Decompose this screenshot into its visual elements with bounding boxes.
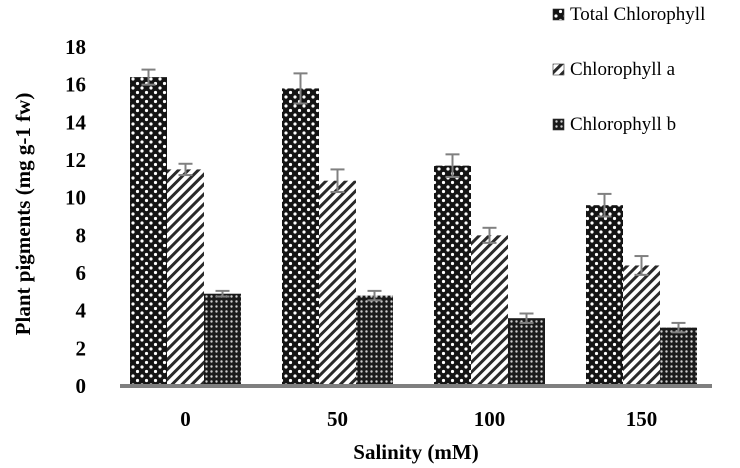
error-bar-total-chlorophyll-150 [597,192,612,218]
x-axis-title: Salinity (mM) [353,440,478,464]
y-tick-label: 16 [65,73,86,97]
error-bar-total-chlorophyll-50 [293,72,308,105]
bar-chlorophyll-a-100 [471,235,508,386]
bar-total-chlorophyll-0 [130,77,167,386]
error-bar-chlorophyll-a-100 [482,226,497,244]
bar-total-chlorophyll-150 [586,205,623,386]
bar-total-chlorophyll-100 [434,165,471,386]
legend-item-chlorophyll-b: Chlorophyll b [552,114,676,135]
error-bar-chlorophyll-b-50 [367,289,382,302]
bar-chlorophyll-a-50 [319,180,356,386]
bar-chlorophyll-a-0 [167,169,204,386]
bar-chlorophyll-b-50 [356,295,393,386]
y-axis-ticks: 0 2 4 6 8 10 12 14 16 18 [65,35,87,398]
y-tick-label: 4 [76,299,87,323]
legend-label: Chlorophyll a [570,59,676,80]
x-tick-label: 100 [474,407,506,431]
bar-chlorophyll-a-150 [623,265,660,386]
error-bar-chlorophyll-a-150 [634,255,649,276]
y-tick-label: 2 [76,336,87,360]
error-bar-chlorophyll-a-0 [178,162,193,177]
legend-label: Total Chlorophyll [570,4,705,25]
y-tick-label: 6 [76,261,87,285]
bars [130,77,697,386]
legend-item-total-chlorophyll: Total Chlorophyll [552,4,705,25]
legend-swatch [552,63,565,76]
x-tick-label: 0 [180,407,191,431]
y-tick-label: 10 [65,186,86,210]
legend-item-chlorophyll-a: Chlorophyll a [552,59,676,80]
y-tick-label: 12 [65,148,86,172]
bar-total-chlorophyll-50 [282,88,319,386]
legend-swatch [552,8,565,21]
y-tick-label: 14 [65,110,87,134]
legend: Total Chlorophyll Chlorophyll a Chlorophyl… [552,4,705,135]
bar-chlorophyll-b-100 [508,318,545,386]
x-axis-ticks: 0 50 100 150 [180,407,657,431]
error-bar-chlorophyll-b-100 [519,312,534,324]
y-tick-label: 8 [76,223,87,247]
error-bar-chlorophyll-b-0 [215,289,230,298]
y-axis-title: Plant pigments (mg g-1 fw) [11,93,35,336]
y-tick-label: 18 [65,35,86,59]
error-bar-total-chlorophyll-100 [445,153,460,178]
x-tick-label: 50 [327,407,348,431]
x-tick-label: 150 [626,407,658,431]
bar-chlorophyll-b-150 [660,327,697,386]
y-tick-label: 0 [76,374,87,398]
error-bar-chlorophyll-a-50 [330,168,345,194]
error-bars [141,68,686,334]
bar-chlorophyll-b-0 [204,293,241,386]
error-bar-total-chlorophyll-0 [141,68,156,86]
legend-label: Chlorophyll b [570,114,676,135]
legend-swatch [552,118,565,131]
error-bar-chlorophyll-b-150 [671,321,686,334]
